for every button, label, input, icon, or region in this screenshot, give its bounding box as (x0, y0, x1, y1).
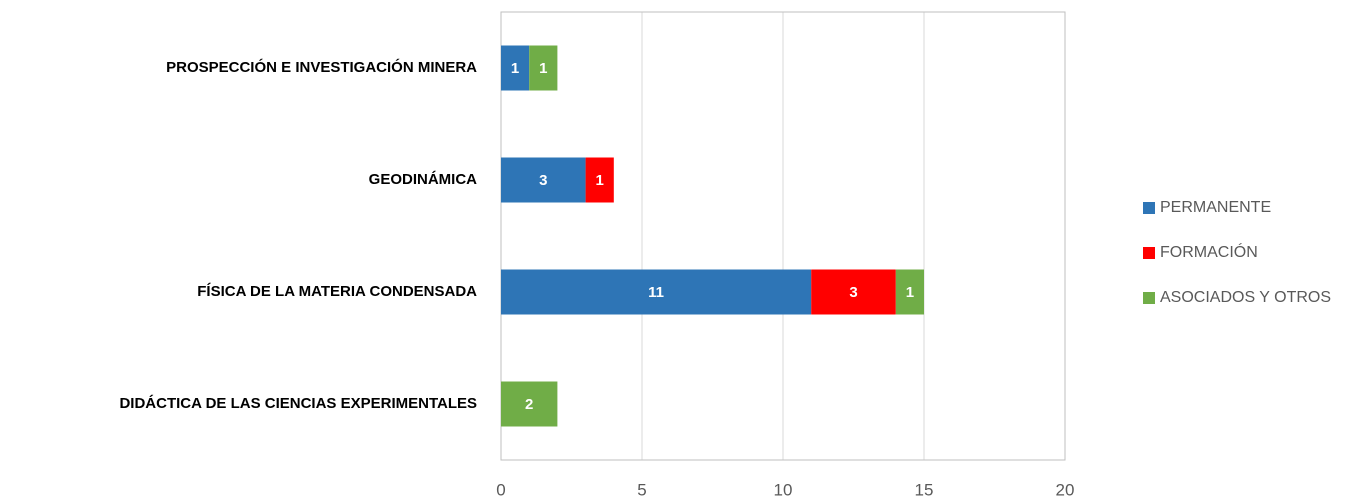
data-label: 3 (539, 172, 547, 189)
legend-label: FORMACIÓN (1160, 242, 1258, 261)
bar-segment (501, 157, 586, 203)
data-label: 1 (596, 172, 604, 189)
x-tick-label: 15 (915, 480, 934, 499)
bar-segment (895, 269, 924, 315)
legend-swatch (1143, 202, 1155, 214)
bar-segment (501, 45, 530, 91)
category-label: PROSPECCIÓN E INVESTIGACIÓN MINERA (166, 58, 477, 76)
bar-segment (501, 269, 812, 315)
data-label: 2 (525, 396, 533, 413)
category-label: GEODINÁMICA (369, 171, 478, 188)
x-tick-label: 5 (637, 480, 646, 499)
x-tick-label: 10 (774, 480, 793, 499)
category-label: FÍSICA DE LA MATERIA CONDENSADA (197, 283, 477, 300)
x-tick-label: 20 (1056, 480, 1075, 499)
data-label: 3 (849, 284, 857, 301)
legend-swatch (1143, 292, 1155, 304)
plot-border (500, 11, 1066, 461)
bar-segment (501, 381, 558, 427)
data-label: 1 (539, 60, 547, 77)
x-tick-label: 0 (496, 480, 505, 499)
bar-segment (585, 157, 614, 203)
legend-label: ASOCIADOS Y OTROS (1160, 289, 1331, 306)
bar-segment (529, 45, 558, 91)
legend-swatch (1143, 247, 1155, 259)
data-label: 1 (906, 284, 914, 301)
data-label: 1 (511, 60, 519, 77)
data-label: 11 (648, 284, 664, 301)
category-label: DIDÁCTICA DE LAS CIENCIAS EXPERIMENTALES (119, 395, 477, 412)
bar-segment (811, 269, 896, 315)
legend-label: PERMANENTE (1160, 199, 1271, 216)
